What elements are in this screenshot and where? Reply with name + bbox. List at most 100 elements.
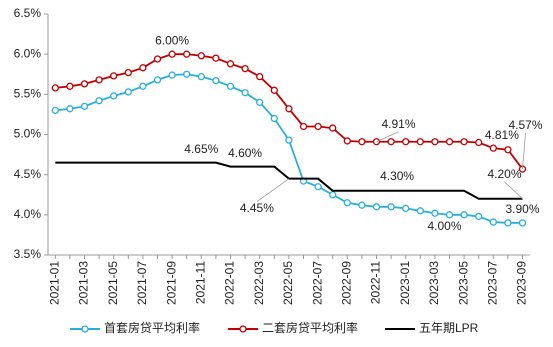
data-label: 4.30%	[380, 169, 414, 183]
data-point	[124, 68, 132, 77]
data-point	[431, 209, 439, 217]
series	[51, 50, 527, 173]
x-tick-label: 2023-05	[456, 261, 470, 305]
data-label: 4.20%	[487, 167, 521, 181]
data-point	[402, 204, 410, 213]
data-point	[168, 71, 176, 79]
x-tick-label: 2023-07	[485, 261, 499, 305]
data-point	[241, 89, 249, 97]
data-point	[387, 203, 395, 211]
x-tick-label: 2022-07	[310, 261, 324, 305]
data-point	[314, 122, 322, 131]
x-tick-label: 2023-01	[398, 261, 412, 305]
x-tick-label: 2021-11	[193, 261, 207, 304]
data-point	[504, 146, 512, 154]
data-point	[343, 199, 351, 207]
data-point	[139, 82, 147, 90]
data-point	[372, 203, 381, 211]
y-tick-label: 5.0%	[14, 127, 42, 141]
legend-item: 五年期LPR	[385, 321, 479, 335]
data-point	[343, 137, 351, 145]
data-label: 4.57%	[508, 118, 542, 132]
data-point	[110, 92, 118, 100]
x-tick-label: 2022-05	[281, 261, 295, 305]
data-point	[314, 183, 322, 191]
data-point	[110, 72, 118, 80]
data-point	[416, 138, 424, 146]
data-point	[358, 138, 366, 146]
data-label: 4.81%	[485, 128, 519, 142]
y-tick-label: 4.0%	[14, 207, 42, 221]
x-tick-label: 2021-09	[164, 261, 178, 305]
data-point	[270, 86, 278, 94]
data-label: 4.91%	[381, 117, 415, 131]
x-tick-label: 2023-03	[427, 261, 441, 305]
legend-item: 二套房贷平均利率	[228, 320, 358, 335]
x-tick-label: 2021-05	[106, 261, 120, 305]
data-point	[153, 55, 162, 63]
data-point	[226, 82, 235, 90]
data-point	[270, 114, 278, 123]
x-tick-label: 2021-01	[47, 261, 61, 305]
data-point	[358, 201, 366, 209]
data-point	[431, 138, 439, 146]
data-point	[80, 102, 89, 111]
data-point	[489, 144, 497, 152]
data-point	[460, 211, 468, 219]
x-tick-label: 2022-01	[223, 261, 237, 305]
data-point	[402, 138, 410, 146]
data-point	[139, 64, 147, 72]
leader-line	[376, 131, 399, 143]
data-point	[416, 207, 424, 215]
legend-marker	[81, 325, 89, 333]
x-tick-label: 2022-11	[369, 261, 383, 304]
data-label: 6.00%	[155, 33, 189, 47]
data-point	[445, 211, 454, 219]
data-point	[285, 136, 293, 144]
data-point	[299, 122, 308, 131]
x-tick-label: 2021-07	[135, 261, 149, 305]
data-point	[256, 73, 264, 81]
data-point	[124, 88, 132, 96]
leader-line	[522, 133, 526, 170]
data-label: 4.45%	[240, 201, 274, 215]
x-tick-label: 2021-03	[77, 261, 91, 305]
data-point	[504, 219, 512, 227]
data-point	[518, 219, 527, 227]
data-point	[51, 84, 59, 92]
data-point	[66, 82, 74, 90]
data-label: 4.60%	[228, 146, 262, 160]
data-point	[285, 105, 293, 113]
data-point	[153, 76, 162, 84]
data-point	[197, 52, 205, 60]
series	[51, 70, 527, 227]
data-point	[183, 50, 191, 58]
y-tick-label: 6.0%	[14, 46, 42, 60]
data-point	[95, 76, 103, 84]
data-point	[95, 97, 103, 105]
data-point	[66, 105, 74, 113]
data-point	[475, 212, 483, 221]
x-tick-label: 2022-03	[252, 261, 266, 305]
data-point	[329, 124, 337, 132]
legend-marker	[239, 325, 247, 333]
y-tick-label: 6.5%	[14, 6, 42, 20]
data-point	[183, 70, 191, 78]
data-point	[256, 98, 264, 107]
leader-line	[256, 178, 290, 203]
legend-item: 首套房贷平均利率	[70, 320, 200, 335]
data-point	[51, 106, 59, 115]
y-tick-label: 3.5%	[14, 247, 42, 261]
data-point	[197, 73, 205, 81]
x-tick-label: 2022-09	[339, 261, 353, 305]
y-tick-label: 4.5%	[14, 167, 42, 181]
data-point	[445, 138, 454, 146]
series	[55, 161, 523, 200]
series-line	[55, 73, 523, 224]
legend-label: 五年期LPR	[419, 321, 479, 335]
x-tick-label: 2023-09	[515, 261, 529, 305]
data-point	[168, 50, 176, 58]
data-label: 4.65%	[184, 142, 218, 156]
data-point	[460, 138, 468, 146]
